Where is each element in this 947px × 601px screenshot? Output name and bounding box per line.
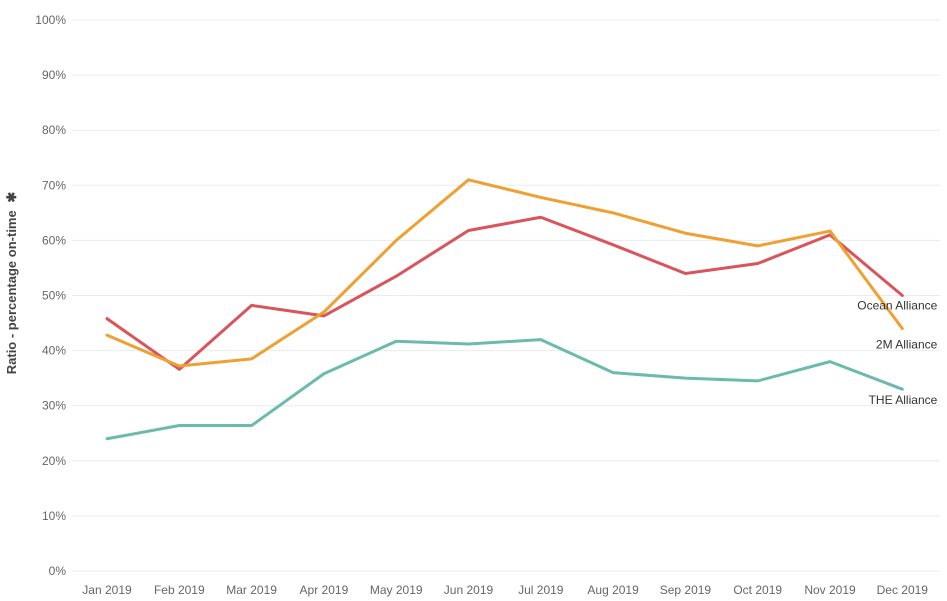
x-tick-label: Jul 2019 xyxy=(518,583,564,597)
x-tick-label: Apr 2019 xyxy=(300,583,349,597)
y-tick-label: 10% xyxy=(42,509,66,523)
y-tick-label: 0% xyxy=(49,564,67,578)
y-tick-label: 50% xyxy=(42,289,66,303)
series-lines xyxy=(105,178,904,441)
y-tick-label: 90% xyxy=(42,68,66,82)
x-tick-label: Jan 2019 xyxy=(82,583,132,597)
y-tick-label: 40% xyxy=(42,344,66,358)
y-tick-label: 20% xyxy=(42,454,66,468)
y-axis-ticks: 0% 10% 20% 30% 40% 50% 60% 70% 80% 90% 100% xyxy=(35,13,66,578)
y-tick-label: 30% xyxy=(42,399,66,413)
x-tick-label: Dec 2019 xyxy=(877,583,929,597)
x-axis-ticks: Jan 2019 Feb 2019 Mar 2019 Apr 2019 May 2019… xyxy=(82,583,928,597)
y-tick-label: 60% xyxy=(42,233,66,247)
x-tick-label: Feb 2019 xyxy=(154,583,205,597)
x-tick-label: Sep 2019 xyxy=(660,583,712,597)
series-label-the-alliance: THE Alliance xyxy=(869,393,938,407)
y-tick-label: 100% xyxy=(35,13,66,27)
x-tick-label: Aug 2019 xyxy=(587,583,639,597)
y-axis-title: Ratio - percentage on-time ✱ xyxy=(4,192,19,375)
series-line-2m-alliance xyxy=(105,178,904,368)
series-label-2m-alliance: 2M Alliance xyxy=(876,338,938,352)
x-tick-label: Nov 2019 xyxy=(804,583,856,597)
gridlines xyxy=(72,19,940,572)
y-tick-label: 80% xyxy=(42,123,66,137)
x-tick-label: Mar 2019 xyxy=(226,583,277,597)
series-line-ocean-alliance xyxy=(105,215,904,371)
series-line-the-alliance xyxy=(105,338,904,441)
x-tick-label: May 2019 xyxy=(370,583,423,597)
x-tick-label: Oct 2019 xyxy=(733,583,782,597)
y-tick-label: 70% xyxy=(42,178,66,192)
series-label-ocean-alliance: Ocean Alliance xyxy=(857,299,937,313)
x-tick-label: Jun 2019 xyxy=(444,583,494,597)
series-labels: Ocean Alliance 2M Alliance THE Alliance xyxy=(857,299,937,408)
